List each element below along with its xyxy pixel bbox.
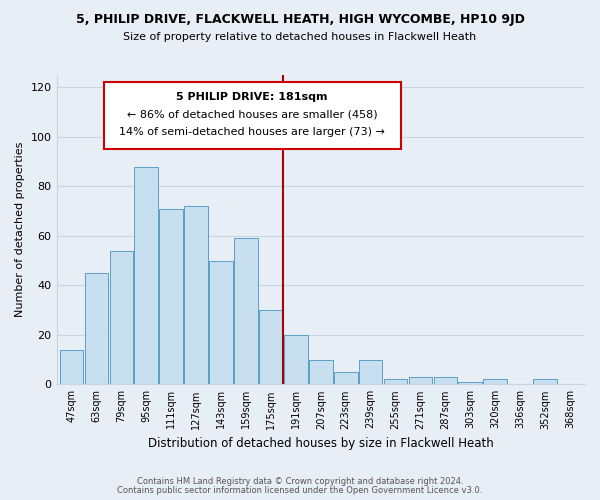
Bar xyxy=(334,372,358,384)
Bar xyxy=(85,273,108,384)
Text: Contains HM Land Registry data © Crown copyright and database right 2024.: Contains HM Land Registry data © Crown c… xyxy=(137,477,463,486)
Bar xyxy=(284,335,308,384)
FancyBboxPatch shape xyxy=(104,82,401,149)
Bar xyxy=(384,380,407,384)
Bar xyxy=(234,238,258,384)
X-axis label: Distribution of detached houses by size in Flackwell Heath: Distribution of detached houses by size … xyxy=(148,437,494,450)
Bar xyxy=(484,380,507,384)
Y-axis label: Number of detached properties: Number of detached properties xyxy=(15,142,25,318)
Bar xyxy=(259,310,283,384)
Bar xyxy=(160,208,183,384)
Bar xyxy=(184,206,208,384)
Text: 5 PHILIP DRIVE: 181sqm: 5 PHILIP DRIVE: 181sqm xyxy=(176,92,328,102)
Bar xyxy=(409,377,433,384)
Bar xyxy=(434,377,457,384)
Bar xyxy=(134,166,158,384)
Text: ← 86% of detached houses are smaller (458): ← 86% of detached houses are smaller (45… xyxy=(127,110,377,120)
Text: 14% of semi-detached houses are larger (73) →: 14% of semi-detached houses are larger (… xyxy=(119,127,385,137)
Bar xyxy=(209,260,233,384)
Bar xyxy=(533,380,557,384)
Bar xyxy=(309,360,332,384)
Bar xyxy=(59,350,83,384)
Text: Size of property relative to detached houses in Flackwell Heath: Size of property relative to detached ho… xyxy=(124,32,476,42)
Bar xyxy=(458,382,482,384)
Bar xyxy=(359,360,382,384)
Bar xyxy=(110,250,133,384)
Text: Contains public sector information licensed under the Open Government Licence v3: Contains public sector information licen… xyxy=(118,486,482,495)
Text: 5, PHILIP DRIVE, FLACKWELL HEATH, HIGH WYCOMBE, HP10 9JD: 5, PHILIP DRIVE, FLACKWELL HEATH, HIGH W… xyxy=(76,12,524,26)
